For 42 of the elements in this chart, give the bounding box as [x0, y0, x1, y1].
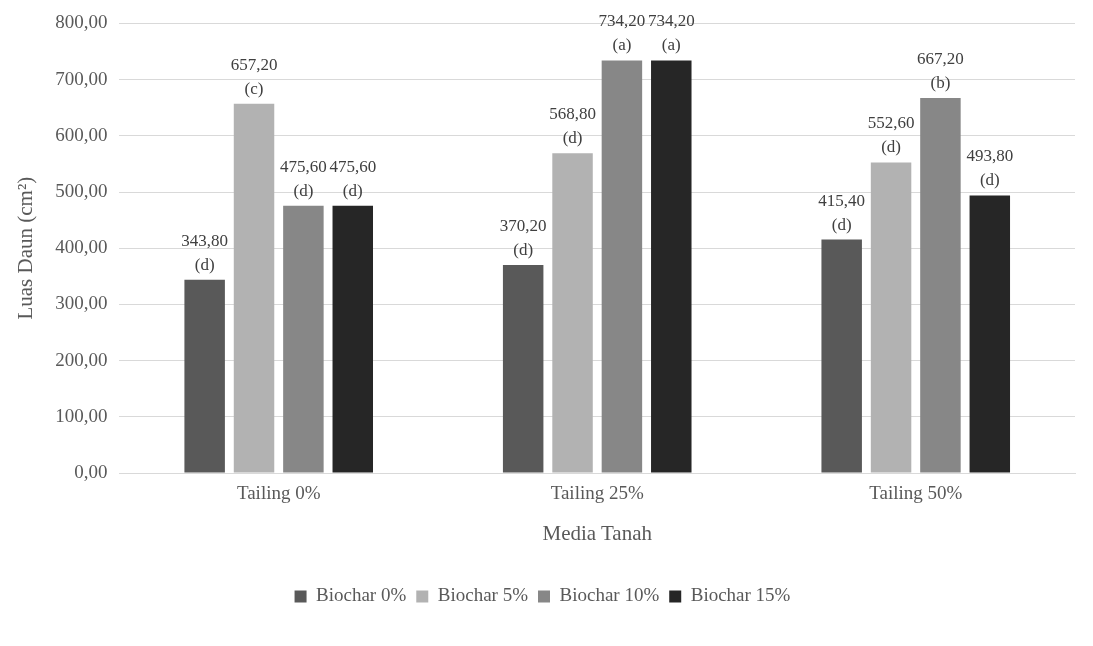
bar: [601, 60, 643, 473]
y-tick-label: 500,00: [55, 179, 108, 201]
data-label: 343,80 (d): [181, 230, 229, 274]
bar: [283, 205, 324, 473]
data-label: 475,60 (d): [280, 156, 327, 200]
data-label: 370,20 (d): [499, 215, 547, 259]
bar: [233, 103, 275, 473]
bar: [502, 264, 544, 473]
data-label: 667,20 (b): [917, 49, 964, 92]
legend-label: Biochar 5%: [437, 584, 529, 606]
bar: [651, 60, 692, 473]
bar: [870, 162, 912, 473]
y-tick-label: 600,00: [55, 123, 108, 145]
y-tick-label: 200,00: [55, 348, 108, 370]
data-label: 493,80 (d): [966, 146, 1014, 190]
y-tick-label: 400,00: [55, 236, 108, 258]
y-tick-label: 0,00: [74, 460, 108, 482]
x-tick-label: Tailing 25%: [550, 482, 644, 504]
data-label: 657,20 (c): [230, 54, 278, 98]
data-label: 475,60 (d): [329, 156, 377, 200]
bar: [332, 205, 374, 473]
bar: [821, 239, 862, 473]
data-label: 552,60 (d): [867, 113, 915, 157]
y-tick-label: 700,00: [55, 67, 108, 89]
data-label: 734,20 (a): [598, 11, 646, 55]
bar: [184, 279, 225, 473]
y-axis-title: Luas Daun (cm²): [13, 176, 38, 320]
y-tick-label: 800,00: [55, 11, 108, 33]
data-label: 568,80 (d): [549, 104, 596, 148]
bar: [969, 195, 1011, 473]
bar: [920, 98, 961, 473]
y-tick-label: 100,00: [55, 404, 108, 426]
legend-label: Biochar 10%: [559, 584, 660, 606]
legend-label: Biochar 15%: [690, 584, 791, 606]
x-tick-label: Tailing 0%: [236, 482, 321, 504]
bar: [552, 153, 593, 473]
legend-label: Biochar 0%: [316, 584, 407, 606]
y-tick-label: 300,00: [55, 292, 108, 314]
data-label: 415,40 (d): [818, 190, 866, 234]
x-tick-label: Tailing 50%: [869, 482, 963, 504]
x-axis-title: Media Tanah: [542, 520, 653, 545]
data-label: 734,20 (a): [647, 11, 695, 55]
